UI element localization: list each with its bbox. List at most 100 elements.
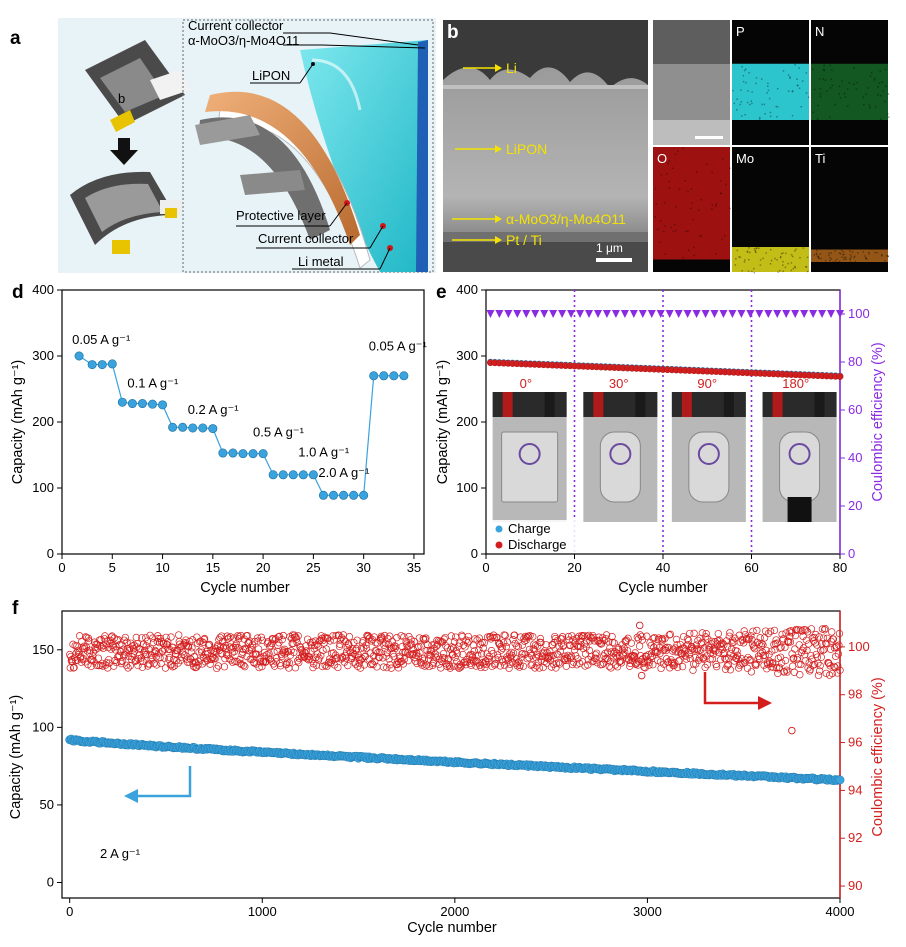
chart-f-ce-point <box>635 657 643 666</box>
chart-f-ce-point <box>516 633 525 641</box>
chart-f-ce-point <box>466 659 474 668</box>
chart-f-ce-point <box>773 663 781 672</box>
chart-f-ce-point <box>105 656 113 664</box>
chart-f-ce-point <box>484 655 492 663</box>
chart-d-point <box>97 360 107 370</box>
chart-e-ce-point <box>836 310 844 318</box>
chart-f-capacity-series <box>65 734 845 786</box>
panel-b-label: b <box>447 22 459 43</box>
chart-f-ce-point <box>450 638 459 646</box>
chart-f-ce-point <box>568 632 576 640</box>
chart-e-ce-point <box>674 310 683 318</box>
chart-f-ce-point <box>781 656 790 665</box>
chart-f-ce-point <box>211 655 219 663</box>
chart-f-ce-point <box>124 664 132 672</box>
chart-f-ce-point <box>94 644 102 652</box>
chart-e-ce-point <box>719 310 728 318</box>
chart-f-ce-point <box>474 651 482 659</box>
chart-f-ce-point <box>753 626 761 635</box>
chart-f-ce-point <box>733 647 741 655</box>
chart-f-ce-point <box>181 651 189 659</box>
chart-f-ce-point <box>692 660 700 668</box>
chart-f-ce-point <box>146 631 154 640</box>
chart-f-ce-point <box>160 654 169 662</box>
x-tick-label: 30 <box>356 560 370 575</box>
chart-f-ce-point <box>346 648 355 657</box>
chart-f-ce-point <box>547 663 556 671</box>
chart-f-ce-point <box>589 633 597 642</box>
chart-f-ce-point <box>598 660 606 669</box>
chart-f-ce-point <box>726 666 735 674</box>
chart-f-ce-point <box>671 659 679 667</box>
chart-f-ce-point <box>693 645 701 653</box>
chart-f-ce-point <box>149 638 158 647</box>
chart-f-ce-point <box>447 632 455 640</box>
eds-map-p: P <box>732 20 810 145</box>
chart-f-ce-point <box>796 626 805 634</box>
chart-d-rate-label: 0.05 A g⁻¹ <box>369 339 428 354</box>
panel-b: b Li LiPON α-MoO3/η-Mo4O11 Pt / Ti 1 μm <box>443 20 648 272</box>
x-tick-label: 3000 <box>633 904 662 919</box>
chart-f-ce-point <box>188 636 197 644</box>
chart-f-ce-point <box>786 638 795 646</box>
sem-layer-labels: Li LiPON α-MoO3/η-Mo4O11 Pt / Ti 1 μm <box>452 60 632 262</box>
chart-f: 0 1000 2000 3000 4000 0 50 100 150 90 92 94 96 98 100 2… <box>32 610 870 919</box>
chart-f-ce-point <box>676 645 684 654</box>
chart-f-ce-point <box>813 653 822 661</box>
chart-f-ce-point <box>165 653 174 662</box>
chart-f-ce-point <box>510 631 519 639</box>
chart-f-ce-point <box>152 653 160 661</box>
chart-f-ce-point <box>642 652 650 661</box>
chart-f-ce-point <box>513 662 521 670</box>
chart-e-ce-point <box>791 310 800 318</box>
chart-d-rate-label: 0.2 A g⁻¹ <box>188 402 240 417</box>
chart-d-rate-label: 0.1 A g⁻¹ <box>127 376 179 391</box>
chart-e-ce-point <box>656 310 665 318</box>
eds-map-label: N <box>815 24 824 39</box>
chart-e-ce-point <box>638 310 647 318</box>
chart-f-ce-point <box>686 654 694 663</box>
chart-d-point <box>188 423 198 433</box>
chart-f-ce-point <box>746 655 754 664</box>
chart-d-point <box>248 449 258 459</box>
chart-e-ce-point <box>558 310 567 318</box>
y2-tick-label: 80 <box>848 354 862 369</box>
chart-f-ce-point <box>84 634 93 642</box>
chart-f-ce-point <box>491 660 499 668</box>
chart-f-ce-point <box>345 641 353 649</box>
chart-d-rate-label: 1.0 A g⁻¹ <box>298 444 350 459</box>
chart-f-ce-point <box>305 656 313 664</box>
chart-e-ce-point <box>692 310 701 318</box>
chart-f-ce-point <box>627 653 635 661</box>
chart-f-ce-point <box>270 648 278 656</box>
chart-f-ce-point <box>236 655 244 664</box>
chart-d-point <box>74 351 84 361</box>
chart-d-point <box>268 470 278 480</box>
chart-e-ce-point <box>593 310 602 318</box>
chart-f-ce-point <box>505 650 514 658</box>
chart-f-ce-point <box>666 630 675 638</box>
chart-f-ce-point <box>213 664 221 673</box>
chart-f-ce-point <box>830 644 839 652</box>
chart-f-ce-point <box>400 633 408 641</box>
x-tick-label: 0 <box>58 560 65 575</box>
chart-f-ce-point <box>828 669 836 678</box>
panel-a-label: a <box>10 28 21 49</box>
chart-f-ce-point <box>819 646 827 654</box>
chart-f-ce-point <box>780 668 789 676</box>
chart-f-ce-point <box>660 646 669 654</box>
chart-e-ce-point <box>809 310 818 318</box>
chart-f-ce-point <box>814 671 823 680</box>
chart-f-ce-point <box>71 653 79 662</box>
chart-e-ce-point <box>764 310 773 318</box>
chart-f-ce-point <box>645 661 653 669</box>
chart-f-ce-point <box>702 630 710 638</box>
chart-f-ce-point <box>78 655 87 664</box>
chart-f-ce-point <box>756 634 764 642</box>
chart-f-ce-point <box>224 635 232 643</box>
chart-f-ce-point <box>143 650 151 659</box>
chart-e-ce-point <box>513 310 522 318</box>
x-tick-label: 4000 <box>826 904 855 919</box>
device-bent-illustration <box>70 171 182 254</box>
chart-f-ce-point <box>218 632 226 640</box>
